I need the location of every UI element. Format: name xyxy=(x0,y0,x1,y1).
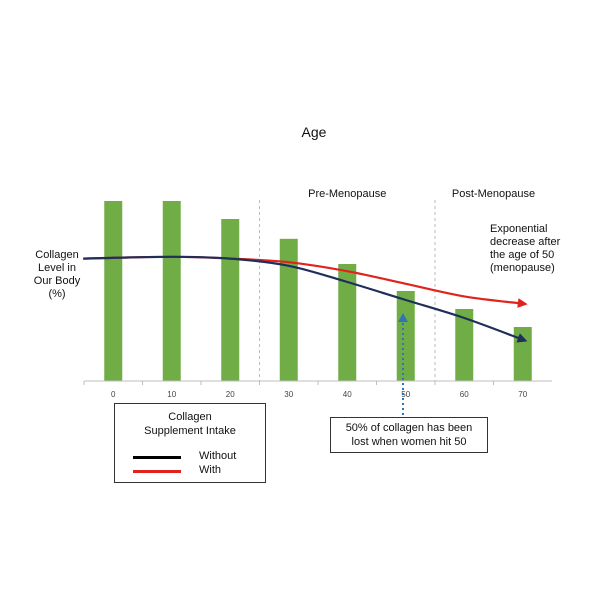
bar xyxy=(455,309,474,381)
legend-swatch-with xyxy=(133,470,181,473)
y-axis-label-line: (%) xyxy=(48,288,65,300)
bar xyxy=(338,264,357,381)
bar xyxy=(279,238,298,381)
annotation-line: Exponential xyxy=(490,223,548,235)
x-tick-label: 30 xyxy=(284,390,293,399)
bar-series xyxy=(104,201,532,381)
legend-title-line: Collagen xyxy=(168,411,212,423)
x-tick-label: 50 xyxy=(401,390,410,399)
region-label: Post-Menopause xyxy=(452,188,535,200)
bar xyxy=(221,219,240,381)
region-label: Pre-Menopause xyxy=(308,188,386,200)
y-axis-label-line: Our Body xyxy=(34,275,81,287)
exponential-annotation: Exponential decrease after the age of 50… xyxy=(490,223,561,274)
note-line: lost when women hit 50 xyxy=(351,436,467,448)
x-tick-label: 20 xyxy=(226,390,235,399)
note-callout: 50% of collagen has been lost when women… xyxy=(330,417,488,453)
legend-swatch-without xyxy=(133,456,181,459)
annotation-line: the age of 50 xyxy=(490,249,554,261)
bar xyxy=(104,201,123,381)
x-tick-label: 40 xyxy=(343,390,352,399)
x-axis-ticks: 0 10 20 30 40 50 60 70 xyxy=(83,381,528,399)
legend-title: Collagen Supplement Intake xyxy=(115,410,265,438)
trend-line-with xyxy=(83,255,528,308)
bar xyxy=(396,291,415,381)
region-dividers: Pre-Menopause Post-Menopause xyxy=(259,188,535,381)
chart-title: Age xyxy=(302,124,327,140)
dotted-pointer-arrow xyxy=(398,313,408,415)
x-tick-label: 0 xyxy=(111,390,116,399)
legend-title-line: Supplement Intake xyxy=(144,425,236,437)
y-axis-label-line: Collagen xyxy=(35,249,78,261)
bar xyxy=(513,327,532,381)
y-axis-label: Collagen Level in Our Body (%) xyxy=(34,249,81,300)
trend-lines xyxy=(83,255,528,343)
x-tick-label: 60 xyxy=(460,390,469,399)
legend-label: Without xyxy=(199,450,237,462)
x-tick-label: 70 xyxy=(518,390,527,399)
bar xyxy=(162,201,181,381)
annotation-line: decrease after xyxy=(490,236,561,248)
x-tick-label: 10 xyxy=(167,390,176,399)
legend-label: With xyxy=(199,464,221,476)
legend: Collagen Supplement Intake Without With xyxy=(114,403,266,483)
trend-line-without xyxy=(83,255,528,343)
y-axis-label-line: Level in xyxy=(38,262,76,274)
annotation-line: (menopause) xyxy=(490,262,555,274)
note-line: 50% of collagen has been xyxy=(345,422,473,434)
